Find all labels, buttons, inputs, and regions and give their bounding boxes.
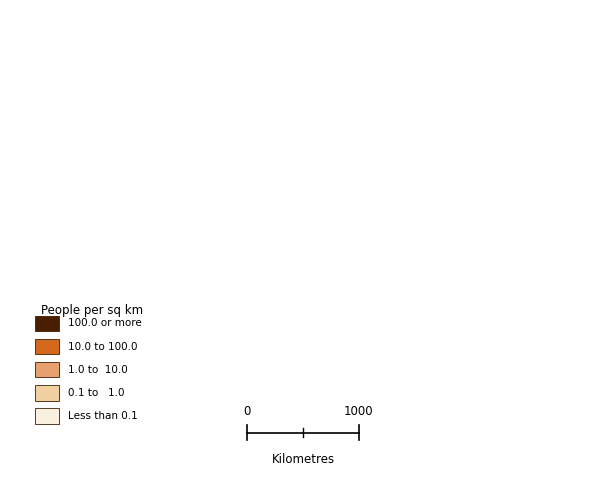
Text: 1000: 1000: [344, 405, 374, 418]
Bar: [35, 316, 59, 331]
Bar: [35, 385, 59, 401]
Text: 100.0 or more: 100.0 or more: [68, 318, 142, 328]
Text: 0: 0: [244, 405, 251, 418]
Bar: [35, 339, 59, 354]
Text: People per sq km: People per sq km: [41, 305, 143, 317]
Text: Less than 0.1: Less than 0.1: [68, 411, 137, 421]
Text: 10.0 to 100.0: 10.0 to 100.0: [68, 342, 137, 352]
Bar: [35, 362, 59, 378]
Text: Kilometres: Kilometres: [271, 453, 335, 466]
Text: 1.0 to  10.0: 1.0 to 10.0: [68, 365, 127, 375]
Bar: [35, 408, 59, 424]
Text: 0.1 to   1.0: 0.1 to 1.0: [68, 388, 124, 398]
